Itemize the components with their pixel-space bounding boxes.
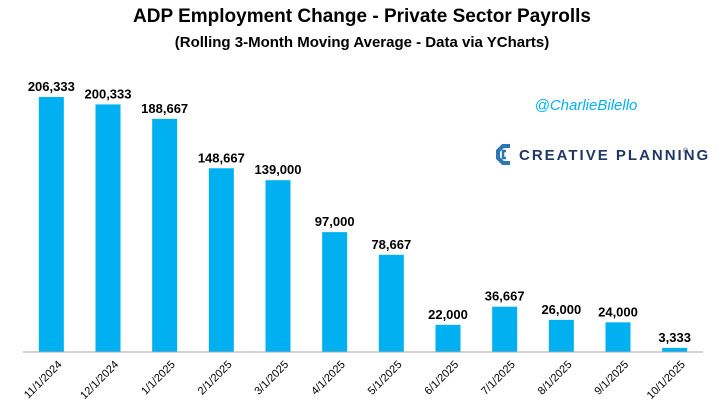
bar-6-1-2025 xyxy=(435,324,461,352)
data-label-5-1-2025: 78,667 xyxy=(371,237,411,252)
x-tick-3-1-2025: 3/1/2025 xyxy=(252,359,291,398)
chart-subtitle: (Rolling 3-Month Moving Average - Data v… xyxy=(175,34,550,51)
x-tick-7-1-2025: 7/1/2025 xyxy=(479,359,518,398)
data-label-4-1-2025: 97,000 xyxy=(315,214,355,229)
x-tick-8-1-2025: 8/1/2025 xyxy=(536,359,575,398)
bar-5-1-2025 xyxy=(378,254,404,352)
bar-9-1-2025 xyxy=(605,322,631,352)
x-tick-11-1-2024: 11/1/2024 xyxy=(22,359,65,402)
bar-8-1-2025 xyxy=(548,319,574,352)
x-tick-10-1-2025: 10/1/2025 xyxy=(645,359,688,402)
x-tick-12-1-2024: 12/1/2024 xyxy=(78,359,121,402)
x-tick-labels: 11/1/2024 12/1/2024 1/1/2025 2/1/2025 3/1/20… xyxy=(22,359,688,402)
x-tick-9-1-2025: 9/1/2025 xyxy=(592,359,631,398)
creative-planning-logo-icon xyxy=(496,144,510,165)
bar-4-1-2025 xyxy=(322,232,348,352)
x-tick-1-1-2025: 1/1/2025 xyxy=(139,359,178,398)
bar-7-1-2025 xyxy=(492,306,518,352)
data-label-3-1-2025: 139,000 xyxy=(255,162,302,177)
bar-12-1-2024 xyxy=(95,104,121,353)
twitter-handle: @CharlieBilello xyxy=(535,97,638,114)
trademark-symbol: ® xyxy=(683,147,689,155)
data-label-9-1-2025: 24,000 xyxy=(598,304,638,319)
chart-title: ADP Employment Change - Private Sector P… xyxy=(133,6,591,27)
x-tick-6-1-2025: 6/1/2025 xyxy=(422,359,461,398)
brand-name: CREATIVE PLANNING xyxy=(519,147,710,164)
data-label-1-1-2025: 188,667 xyxy=(141,101,188,116)
bar-11-1-2024 xyxy=(38,97,64,352)
data-label-2-1-2025: 148,667 xyxy=(198,150,245,165)
bar-series xyxy=(38,97,688,353)
x-tick-5-1-2025: 5/1/2025 xyxy=(366,359,405,398)
bar-10-1-2025 xyxy=(662,347,688,352)
bar-1-1-2025 xyxy=(152,118,178,352)
x-tick-4-1-2025: 4/1/2025 xyxy=(309,359,348,398)
data-label-6-1-2025: 22,000 xyxy=(428,307,468,322)
bar-2-1-2025 xyxy=(208,168,234,352)
bar-3-1-2025 xyxy=(265,180,291,352)
data-labels: 206,333 200,333 188,667 148,667 139,000 97,00… xyxy=(28,79,691,345)
x-tick-2-1-2025: 2/1/2025 xyxy=(196,359,235,398)
data-label-12-1-2024: 200,333 xyxy=(85,86,132,101)
creative-planning-logo: CREATIVE PLANNING ® xyxy=(496,144,710,165)
data-label-11-1-2024: 206,333 xyxy=(28,79,75,94)
data-label-7-1-2025: 36,667 xyxy=(485,289,525,304)
data-label-8-1-2025: 26,000 xyxy=(541,302,581,317)
data-label-10-1-2025: 3,333 xyxy=(658,330,691,345)
